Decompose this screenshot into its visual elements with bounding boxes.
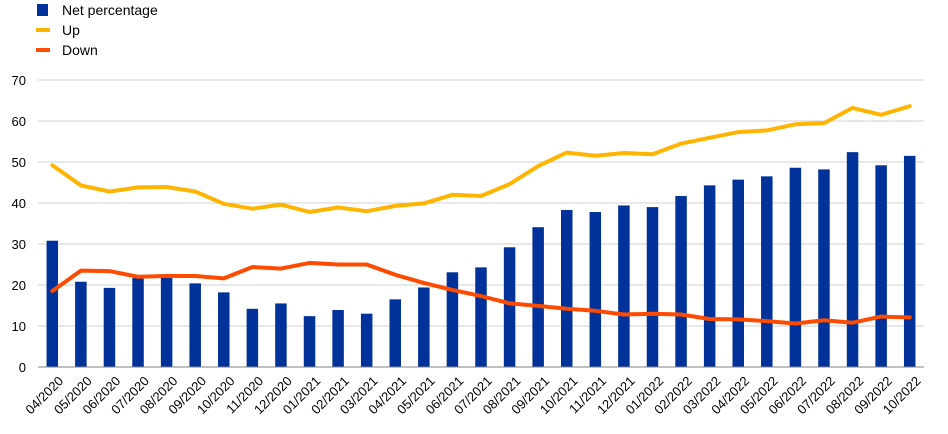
bar: [303, 316, 316, 367]
legend-swatch: [37, 4, 48, 16]
line-series: [50, 104, 912, 326]
y-tick-label: 60: [12, 114, 26, 129]
bar: [703, 185, 716, 367]
bar: [160, 277, 173, 367]
bar: [46, 240, 59, 367]
y-tick-label: 70: [12, 73, 26, 88]
bar: [332, 310, 344, 367]
line-down: [50, 260, 912, 326]
bar: [818, 169, 830, 367]
y-tick-label: 30: [12, 237, 26, 252]
y-tick-label: 10: [12, 319, 26, 334]
y-tick-label: 40: [12, 196, 26, 211]
bar: [503, 247, 516, 367]
bar: [103, 287, 116, 367]
legend-label: Net percentage: [62, 2, 158, 18]
bar: [246, 308, 259, 367]
bar: [761, 176, 773, 367]
y-tick-label: 20: [12, 278, 26, 293]
bar: [646, 207, 659, 367]
bar: [618, 205, 630, 367]
bar: [132, 278, 144, 367]
y-axis-tick-labels: 0 10 20 30 40 50 60 70: [12, 73, 26, 375]
bar: [389, 299, 402, 367]
bar: [532, 227, 544, 367]
bar: [846, 152, 859, 367]
y-tick-label: 50: [12, 155, 26, 170]
bar: [218, 292, 230, 367]
bar-series-net-percentage: [46, 152, 916, 367]
legend: Net percentage Up Down: [36, 2, 158, 58]
x-axis-tick-labels: 04/202005/202006/202007/202008/202009/20…: [22, 373, 923, 417]
bar: [875, 165, 887, 367]
bar: [360, 313, 373, 367]
bar: [789, 167, 802, 367]
bar: [189, 283, 201, 367]
bar: [589, 212, 602, 367]
legend-label: Up: [62, 22, 80, 38]
legend-label: Down: [62, 42, 98, 58]
bar: [560, 209, 573, 367]
y-tick-label: 0: [19, 360, 26, 375]
bar: [446, 272, 459, 367]
gridlines: [38, 79, 924, 327]
bar: [903, 155, 916, 367]
line-up: [50, 104, 912, 214]
bar: [675, 196, 687, 367]
bar: [475, 267, 487, 367]
bar: [418, 287, 430, 367]
bar: [275, 303, 287, 367]
bar: [732, 179, 744, 367]
bar: [75, 281, 87, 367]
